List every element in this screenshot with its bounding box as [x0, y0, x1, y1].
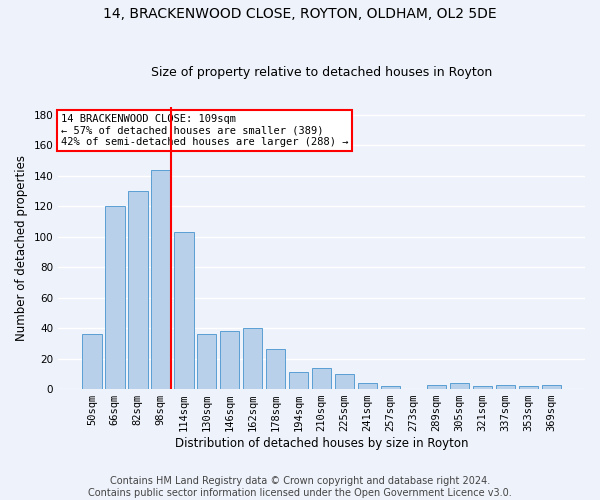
Bar — [289, 372, 308, 389]
Text: Contains HM Land Registry data © Crown copyright and database right 2024.
Contai: Contains HM Land Registry data © Crown c… — [88, 476, 512, 498]
Bar — [381, 386, 400, 389]
Title: Size of property relative to detached houses in Royton: Size of property relative to detached ho… — [151, 66, 492, 80]
Y-axis label: Number of detached properties: Number of detached properties — [15, 155, 28, 341]
Bar — [151, 170, 170, 389]
Bar — [128, 191, 148, 389]
Bar — [358, 383, 377, 389]
Bar — [174, 232, 194, 389]
Bar — [542, 384, 561, 389]
Bar — [197, 334, 217, 389]
Text: 14, BRACKENWOOD CLOSE, ROYTON, OLDHAM, OL2 5DE: 14, BRACKENWOOD CLOSE, ROYTON, OLDHAM, O… — [103, 8, 497, 22]
Bar — [449, 383, 469, 389]
Bar — [335, 374, 355, 389]
Bar — [220, 331, 239, 389]
Bar — [312, 368, 331, 389]
Bar — [427, 384, 446, 389]
X-axis label: Distribution of detached houses by size in Royton: Distribution of detached houses by size … — [175, 437, 469, 450]
Bar — [105, 206, 125, 389]
Bar — [82, 334, 101, 389]
Bar — [243, 328, 262, 389]
Bar — [266, 350, 286, 389]
Bar — [473, 386, 492, 389]
Bar — [518, 386, 538, 389]
Text: 14 BRACKENWOOD CLOSE: 109sqm
← 57% of detached houses are smaller (389)
42% of s: 14 BRACKENWOOD CLOSE: 109sqm ← 57% of de… — [61, 114, 349, 148]
Bar — [496, 384, 515, 389]
